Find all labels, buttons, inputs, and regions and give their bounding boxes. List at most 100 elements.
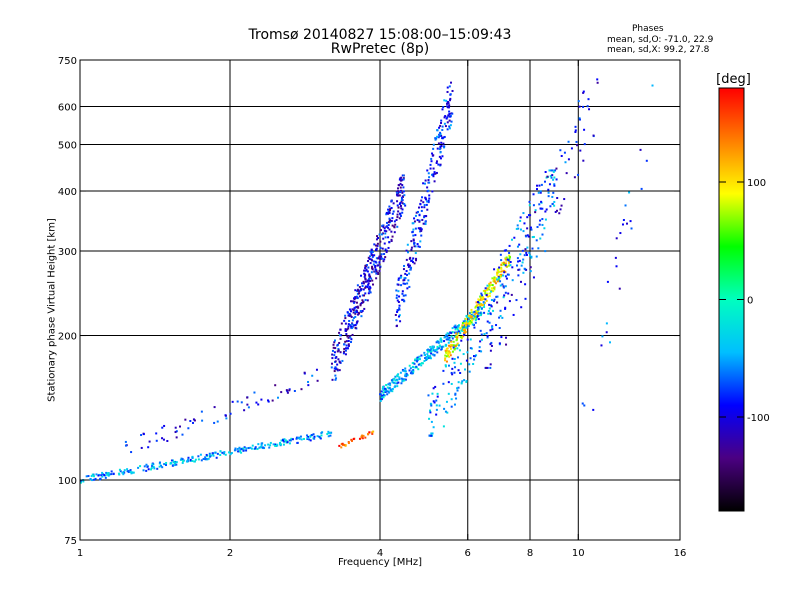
data-point: [334, 360, 337, 363]
data-point: [505, 259, 508, 262]
data-point: [412, 370, 415, 373]
data-point: [148, 440, 151, 443]
data-point: [529, 266, 532, 269]
data-point: [402, 268, 405, 271]
data-point: [398, 295, 401, 298]
data-point: [344, 314, 347, 317]
data-point: [393, 231, 396, 234]
data-point: [432, 426, 435, 429]
data-point: [408, 369, 411, 372]
data-point: [524, 297, 527, 300]
data-point: [503, 294, 506, 297]
data-point: [428, 417, 431, 420]
data-point: [504, 264, 507, 267]
data-point: [507, 259, 510, 262]
data-point: [403, 277, 406, 280]
data-point: [219, 453, 222, 456]
data-point: [122, 471, 125, 474]
data-point: [360, 288, 363, 291]
data-point: [379, 255, 382, 258]
data-point: [522, 258, 525, 261]
data-point: [453, 348, 456, 351]
data-point: [382, 389, 385, 392]
data-point: [583, 404, 586, 407]
data-point: [372, 263, 375, 266]
data-point: [450, 332, 453, 335]
data-point: [256, 448, 259, 451]
data-point: [175, 436, 178, 439]
data-point: [390, 239, 393, 242]
data-point: [417, 206, 420, 209]
data-point: [490, 341, 493, 344]
x-tick-label: 2: [227, 548, 233, 559]
data-point: [166, 439, 169, 442]
data-point: [434, 349, 437, 352]
data-point: [201, 419, 204, 422]
data-point: [553, 184, 556, 187]
data-point: [490, 298, 493, 301]
data-point: [424, 223, 427, 226]
data-point: [432, 173, 435, 176]
data-point: [284, 439, 287, 442]
data-point: [622, 218, 625, 221]
data-point: [412, 257, 415, 260]
data-point: [431, 432, 434, 435]
data-point: [363, 307, 366, 310]
data-point: [212, 454, 215, 457]
data-point: [333, 351, 336, 354]
data-point: [519, 253, 522, 256]
data-point: [385, 213, 388, 216]
data-point: [436, 147, 439, 150]
data-point: [338, 360, 341, 363]
data-point: [151, 464, 154, 467]
data-point: [488, 321, 491, 324]
data-point: [388, 219, 391, 222]
data-point: [364, 280, 367, 283]
chart-subtitle: RwPretec (8p): [330, 41, 430, 57]
data-point: [449, 331, 452, 334]
data-point: [181, 433, 184, 436]
data-point: [440, 141, 443, 144]
data-point: [390, 219, 393, 222]
data-point: [460, 339, 463, 342]
data-point: [554, 169, 557, 172]
data-point: [94, 477, 97, 480]
data-point: [397, 373, 400, 376]
data-point: [369, 291, 372, 294]
data-point: [482, 295, 485, 298]
data-point: [343, 343, 346, 346]
data-point: [342, 352, 345, 355]
data-point: [560, 204, 563, 207]
data-point: [408, 272, 411, 275]
data-point: [380, 229, 383, 232]
data-point: [145, 469, 148, 472]
data-point: [347, 339, 350, 342]
data-point: [338, 369, 341, 372]
data-point: [508, 254, 511, 257]
data-point: [483, 311, 486, 314]
data-point: [521, 249, 524, 252]
data-point: [413, 245, 416, 248]
data-point: [267, 399, 270, 402]
data-point: [353, 298, 356, 301]
data-point: [457, 386, 460, 389]
data-point: [420, 229, 423, 232]
data-point: [382, 226, 385, 229]
data-point: [213, 406, 216, 409]
data-point: [432, 400, 435, 403]
data-point: [484, 301, 487, 304]
data-point: [430, 432, 433, 435]
data-point: [455, 397, 458, 400]
data-point: [486, 334, 489, 337]
data-point: [460, 329, 463, 332]
data-point: [387, 223, 390, 226]
data-point: [170, 459, 173, 462]
data-point: [449, 345, 452, 348]
data-point: [439, 338, 442, 341]
data-point: [438, 155, 441, 158]
data-point: [350, 341, 353, 344]
data-point: [389, 388, 392, 391]
data-point: [438, 126, 441, 129]
data-point: [395, 296, 398, 299]
data-point: [450, 335, 453, 338]
